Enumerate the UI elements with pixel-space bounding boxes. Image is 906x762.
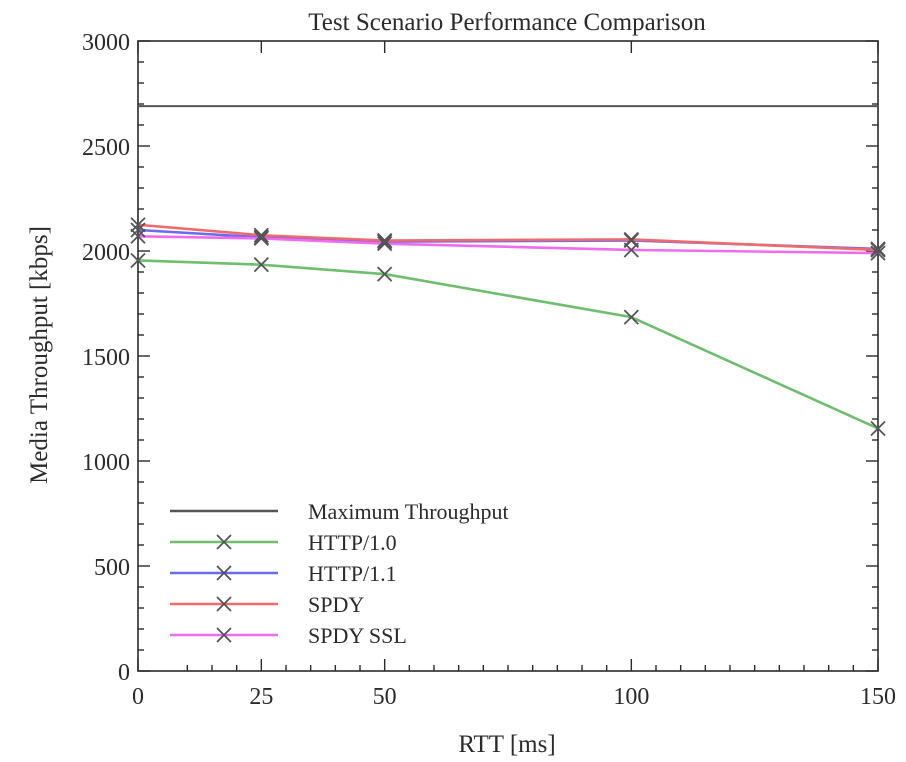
legend-marker: [216, 627, 232, 643]
data-point: [253, 257, 269, 273]
y-tick-label: 1500: [82, 345, 130, 371]
x-tick-label: 150: [860, 684, 896, 710]
legend-marker: [216, 596, 232, 612]
y-tick-label: 2000: [82, 240, 130, 266]
y-axis-label: Media Throughput [kbps]: [26, 226, 53, 484]
plot-frame: [137, 40, 879, 672]
legend: Maximum Throughput HTTP/1.0 HTTP/1.1 SPDY SP…: [170, 499, 509, 648]
chart-title: Test Scenario Performance Comparison: [308, 9, 706, 36]
data-point: [623, 309, 639, 325]
x-tick-label: 100: [613, 684, 649, 710]
x-tick-label: 50: [373, 684, 397, 710]
x-tick-label: 0: [132, 684, 144, 710]
data-point: [130, 222, 146, 238]
series-group: [130, 105, 886, 437]
legend-label: Maximum Throughput: [308, 499, 509, 524]
legend-label: HTTP/1.1: [308, 561, 397, 586]
data-point: [377, 236, 393, 252]
legend-marker: [216, 534, 232, 550]
y-tick-label: 2500: [82, 135, 130, 161]
data-point: [130, 217, 146, 233]
data-point: [870, 420, 886, 437]
data-point: [130, 252, 146, 269]
data-point: [253, 227, 269, 243]
x-tick-label: 25: [249, 684, 273, 710]
y-tick-label: 3000: [82, 30, 130, 56]
data-point: [377, 266, 393, 282]
y-tick-label: 0: [118, 660, 130, 686]
data-point: [870, 245, 886, 261]
data-point: [870, 242, 886, 258]
legend-label: HTTP/1.0: [308, 530, 397, 555]
y-tick-label: 500: [94, 555, 130, 581]
data-point: [130, 228, 146, 244]
legend-marker: [216, 565, 232, 581]
data-point: [377, 232, 393, 249]
data-point: [253, 230, 269, 247]
x-axis-label: RTT [ms]: [458, 731, 555, 758]
data-point: [623, 242, 639, 258]
series-line: [137, 259, 879, 430]
legend-label: SPDY: [308, 592, 364, 617]
legend-label: SPDY SSL: [308, 623, 407, 648]
y-tick-label: 1000: [82, 450, 130, 476]
